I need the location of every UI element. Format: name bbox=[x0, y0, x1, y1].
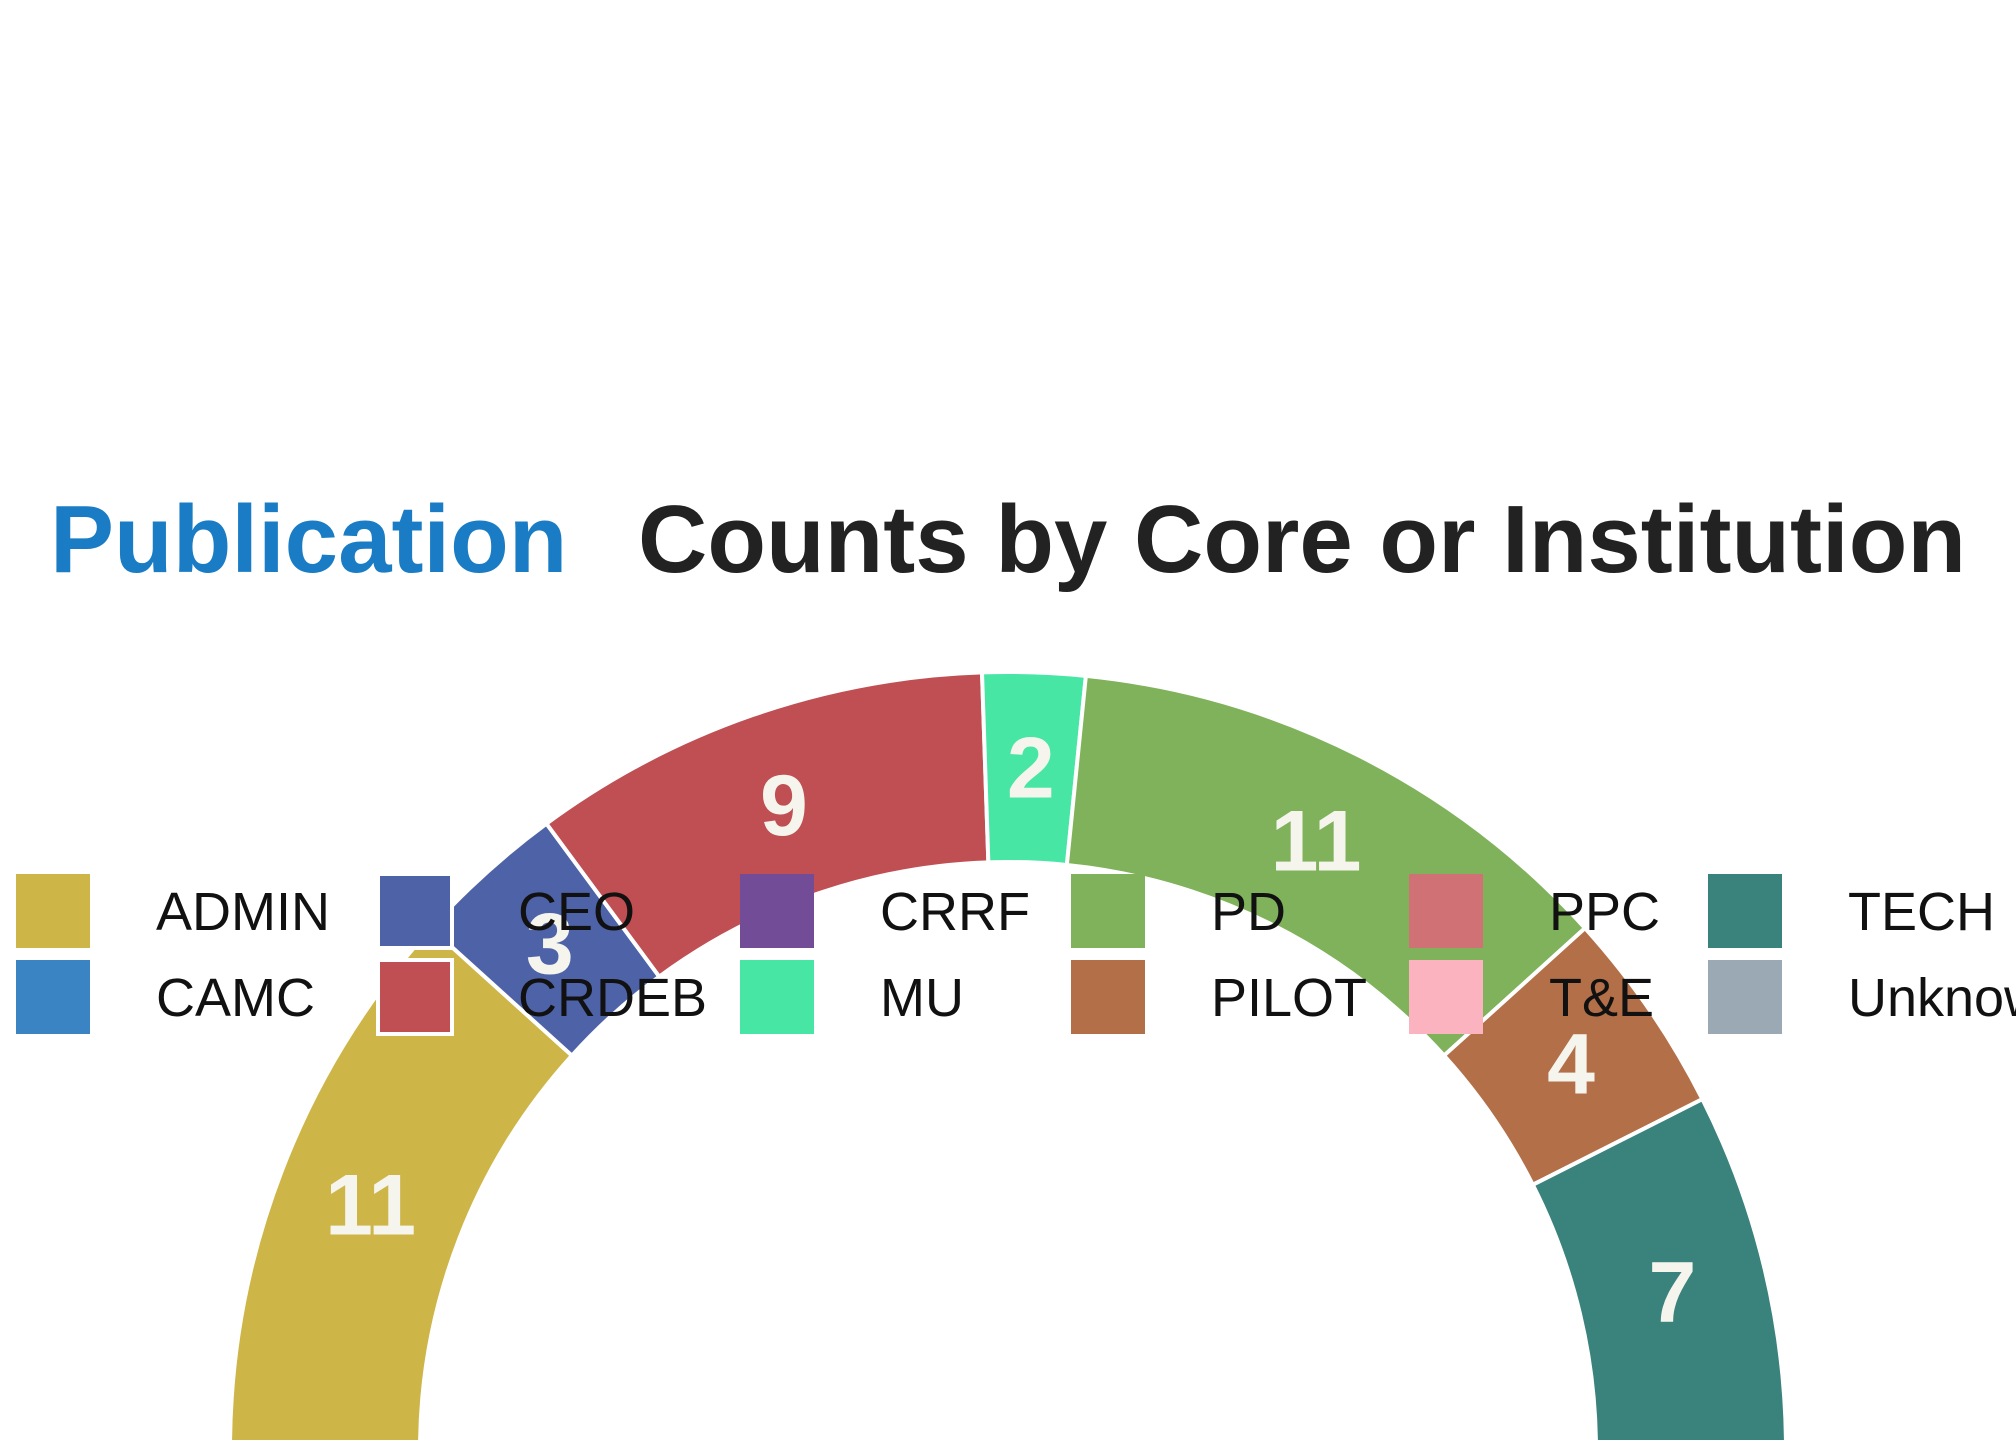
legend-swatch-ppc bbox=[1409, 874, 1483, 948]
data-label-tech: 7 bbox=[1648, 1245, 1696, 1341]
slice-tech bbox=[1530, 1096, 1788, 1440]
legend-swatch-unknown bbox=[1708, 960, 1782, 1034]
legend-label-tech: TECH bbox=[1848, 882, 1995, 942]
legend-item-pilot[interactable]: PILOT bbox=[1071, 960, 1367, 1034]
legend-label-crdeb: CRDEB bbox=[518, 968, 707, 1028]
legend-item-tande[interactable]: T&E bbox=[1409, 960, 1654, 1034]
legend-item-mu[interactable]: MU bbox=[740, 960, 964, 1034]
legend-item-ceo[interactable]: CEO bbox=[376, 872, 635, 950]
legend-swatch-pilot bbox=[1071, 960, 1145, 1034]
legend-label-ceo: CEO bbox=[518, 882, 635, 942]
chart-title-highlight: Publication bbox=[50, 486, 567, 593]
legend-item-pd[interactable]: PD bbox=[1071, 874, 1286, 948]
data-label-admin: 11 bbox=[325, 1158, 416, 1254]
legend-label-pd: PD bbox=[1211, 882, 1286, 942]
legend-swatch-admin bbox=[16, 874, 90, 948]
chart-title-rest: Counts by Core or Institution bbox=[638, 486, 1966, 593]
legend-item-unknown[interactable]: Unknown bbox=[1708, 960, 2016, 1034]
legend-swatch-pd bbox=[1071, 874, 1145, 948]
data-label-pilot: 4 bbox=[1547, 1016, 1595, 1112]
legend-label-crrf: CRRF bbox=[880, 882, 1030, 942]
data-label-mu: 2 bbox=[1007, 720, 1055, 816]
legend-item-admin[interactable]: ADMIN bbox=[16, 874, 330, 948]
legend-item-camc[interactable]: CAMC bbox=[16, 960, 315, 1034]
legend-swatch-tande bbox=[1409, 960, 1483, 1034]
legend-label-mu: MU bbox=[880, 968, 964, 1028]
data-label-pd: 11 bbox=[1271, 793, 1362, 889]
legend-swatch-tech bbox=[1708, 874, 1782, 948]
chart-title: Publication Counts by Core or Institutio… bbox=[50, 486, 1966, 593]
legend-label-unknown: Unknown bbox=[1848, 968, 2016, 1028]
legend-swatch-crrf bbox=[740, 874, 814, 948]
data-label-crdeb: 9 bbox=[760, 758, 808, 854]
legend-swatch-ceo bbox=[376, 872, 454, 950]
legend: ADMIN CEO CRRF PD PPC TECH CAMC CRDEB MU PILOT T&E… bbox=[16, 872, 2016, 1036]
legend-item-ppc[interactable]: PPC bbox=[1409, 874, 1660, 948]
donut-slices bbox=[228, 670, 1788, 1440]
legend-label-camc: CAMC bbox=[156, 968, 315, 1028]
legend-label-pilot: PILOT bbox=[1211, 968, 1367, 1028]
legend-swatch-camc bbox=[16, 960, 90, 1034]
legend-item-tech[interactable]: TECH bbox=[1708, 874, 1995, 948]
donut-data-labels: 11 3 9 2 11 4 7 bbox=[325, 720, 1696, 1340]
legend-swatch-mu bbox=[740, 960, 814, 1034]
legend-label-ppc: PPC bbox=[1549, 882, 1660, 942]
legend-item-crrf[interactable]: CRRF bbox=[740, 874, 1030, 948]
legend-swatch-crdeb bbox=[376, 958, 454, 1036]
data-label-ceo: 3 bbox=[526, 896, 574, 992]
legend-label-tande: T&E bbox=[1549, 968, 1654, 1028]
legend-label-admin: ADMIN bbox=[156, 882, 330, 942]
legend-item-crdeb[interactable]: CRDEB bbox=[376, 958, 707, 1036]
